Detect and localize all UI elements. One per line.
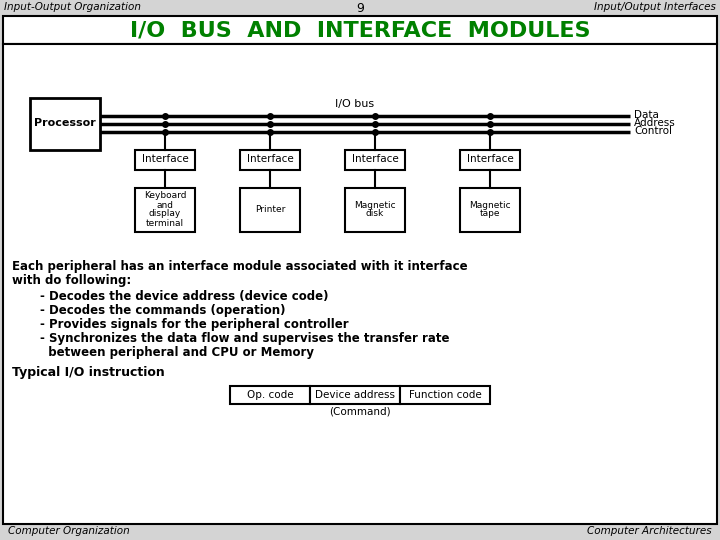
Bar bbox=[460, 187, 520, 232]
Bar bbox=[230, 386, 310, 404]
Text: Interface: Interface bbox=[351, 154, 398, 165]
Text: 9: 9 bbox=[356, 2, 364, 15]
Bar bbox=[240, 187, 300, 232]
Text: between peripheral and CPU or Memory: between peripheral and CPU or Memory bbox=[40, 346, 314, 359]
Text: - Provides signals for the peripheral controller: - Provides signals for the peripheral co… bbox=[40, 318, 348, 331]
Text: Each peripheral has an interface module associated with it interface: Each peripheral has an interface module … bbox=[12, 260, 467, 273]
Text: display: display bbox=[149, 210, 181, 219]
Text: Magnetic: Magnetic bbox=[469, 200, 510, 210]
Text: Data: Data bbox=[634, 111, 659, 120]
Text: Printer: Printer bbox=[255, 205, 285, 214]
Text: Keyboard: Keyboard bbox=[144, 192, 186, 200]
Text: Typical I/O instruction: Typical I/O instruction bbox=[12, 366, 165, 379]
Text: tape: tape bbox=[480, 210, 500, 219]
Text: (Command): (Command) bbox=[329, 406, 391, 416]
Text: Processor: Processor bbox=[34, 118, 96, 129]
Bar bbox=[135, 187, 195, 232]
Text: I/O  BUS  AND  INTERFACE  MODULES: I/O BUS AND INTERFACE MODULES bbox=[130, 20, 590, 40]
Text: Op. code: Op. code bbox=[247, 390, 293, 400]
Text: Interface: Interface bbox=[467, 154, 513, 165]
Text: Function code: Function code bbox=[409, 390, 482, 400]
Text: and: and bbox=[156, 200, 174, 210]
Text: - Decodes the device address (device code): - Decodes the device address (device cod… bbox=[40, 290, 328, 303]
Bar bbox=[310, 386, 400, 404]
Bar bbox=[460, 150, 520, 170]
Text: Device address: Device address bbox=[315, 390, 395, 400]
Text: terminal: terminal bbox=[146, 219, 184, 227]
Text: Input/Output Interfaces: Input/Output Interfaces bbox=[594, 2, 716, 12]
Bar bbox=[3, 44, 717, 524]
Text: disk: disk bbox=[366, 210, 384, 219]
Text: Control: Control bbox=[634, 126, 672, 137]
Text: - Synchronizes the data flow and supervises the transfer rate: - Synchronizes the data flow and supervi… bbox=[40, 332, 449, 345]
Text: Computer Architectures: Computer Architectures bbox=[588, 526, 712, 536]
Bar bbox=[30, 98, 100, 150]
Text: Input-Output Organization: Input-Output Organization bbox=[4, 2, 141, 12]
Bar bbox=[345, 187, 405, 232]
Text: Computer Organization: Computer Organization bbox=[8, 526, 130, 536]
Bar bbox=[3, 16, 717, 44]
Text: Interface: Interface bbox=[247, 154, 293, 165]
Bar bbox=[135, 150, 195, 170]
Text: with do following:: with do following: bbox=[12, 274, 131, 287]
Text: Address: Address bbox=[634, 118, 676, 129]
Bar bbox=[345, 150, 405, 170]
Text: - Decodes the commands (operation): - Decodes the commands (operation) bbox=[40, 304, 286, 317]
Bar bbox=[400, 386, 490, 404]
Text: I/O bus: I/O bus bbox=[335, 99, 374, 110]
Bar bbox=[240, 150, 300, 170]
Text: Interface: Interface bbox=[142, 154, 189, 165]
Text: Magnetic: Magnetic bbox=[354, 200, 396, 210]
